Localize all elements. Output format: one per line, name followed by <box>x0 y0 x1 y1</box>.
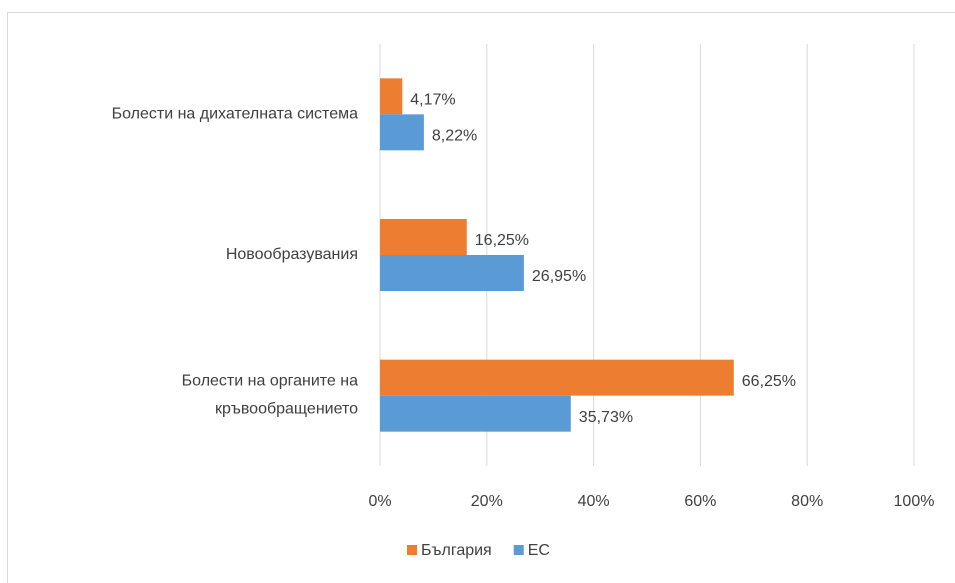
data-label: 16,25% <box>475 232 529 249</box>
bar <box>380 78 403 115</box>
bar <box>380 255 524 291</box>
y-tick-label: Новообразувания <box>226 246 358 263</box>
data-label: 26,95% <box>532 268 586 285</box>
legend-label: България <box>421 542 492 559</box>
x-tick-label: 100% <box>894 493 935 510</box>
data-label: 66,25% <box>742 373 796 390</box>
legend-swatch <box>513 545 524 555</box>
legend-label: ЕС <box>528 542 550 559</box>
bar <box>380 114 424 151</box>
x-tick-label: 60% <box>684 493 716 510</box>
label-line: Болести на органите на <box>182 373 358 390</box>
bar <box>380 219 467 255</box>
x-tick-label: 0% <box>368 493 391 510</box>
data-label: 35,73% <box>579 409 633 426</box>
x-tick-label: 20% <box>471 493 503 510</box>
legend-swatch <box>407 545 417 555</box>
data-label: 8,22% <box>432 128 477 145</box>
x-tick-label: 80% <box>791 493 823 510</box>
bar <box>380 359 734 396</box>
bar <box>380 395 571 432</box>
data-label: 4,17% <box>410 92 455 109</box>
chart-border <box>7 12 955 583</box>
y-tick-label: Болести на органите на кръвообращението <box>182 373 358 418</box>
y-tick-label: Болести на дихателната система <box>112 106 359 123</box>
label-line: кръвообращението <box>215 401 358 418</box>
x-tick-label: 40% <box>578 493 610 510</box>
